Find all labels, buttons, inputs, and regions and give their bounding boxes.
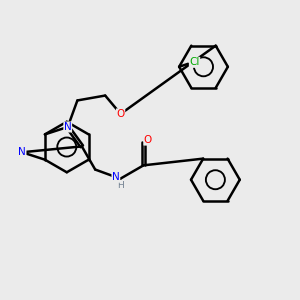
- Text: N: N: [64, 122, 72, 132]
- Text: N: N: [18, 147, 26, 157]
- Text: O: O: [116, 109, 125, 119]
- Text: Cl: Cl: [189, 57, 200, 67]
- Text: H: H: [117, 181, 124, 190]
- Text: N: N: [112, 172, 120, 182]
- Text: O: O: [144, 135, 152, 145]
